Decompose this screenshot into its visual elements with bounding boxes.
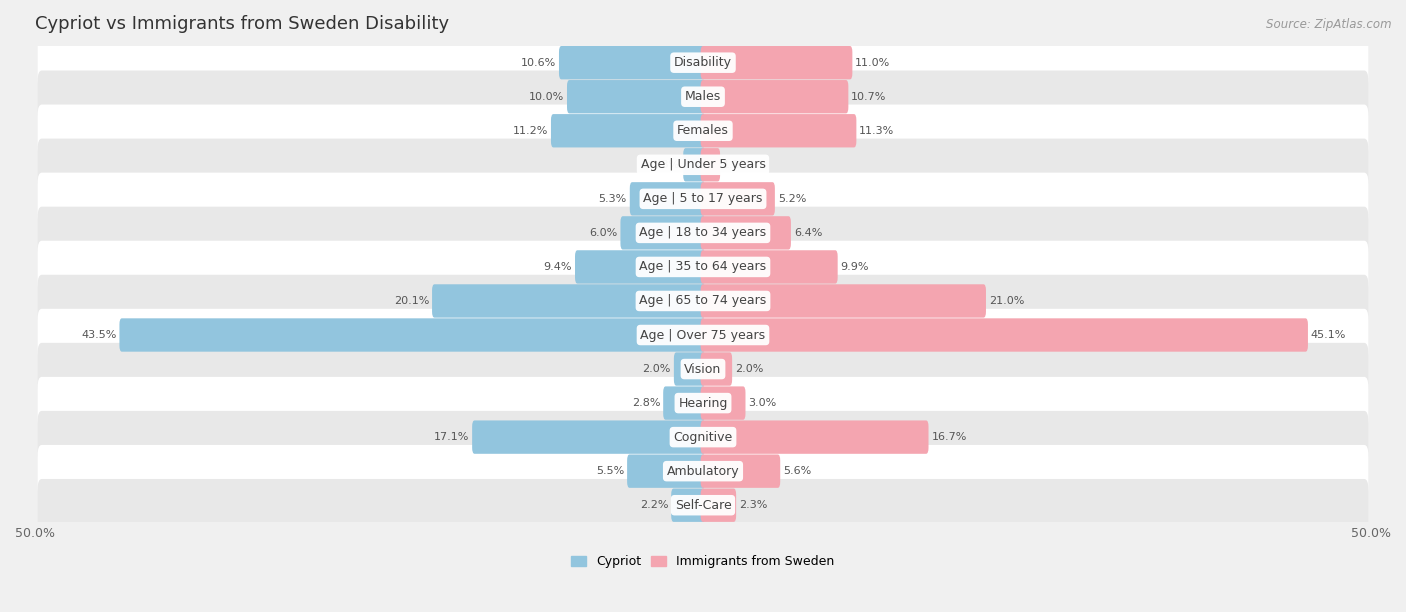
Text: 43.5%: 43.5% [82,330,117,340]
Text: 10.0%: 10.0% [529,92,564,102]
FancyBboxPatch shape [567,80,706,113]
Text: 5.6%: 5.6% [783,466,811,476]
FancyBboxPatch shape [38,479,1368,531]
FancyBboxPatch shape [700,420,928,454]
Text: 16.7%: 16.7% [931,432,967,442]
Text: 10.6%: 10.6% [520,58,555,68]
Text: 6.0%: 6.0% [589,228,617,238]
FancyBboxPatch shape [700,318,1308,352]
Text: Disability: Disability [673,56,733,69]
FancyBboxPatch shape [700,250,838,283]
Text: Age | 35 to 64 years: Age | 35 to 64 years [640,261,766,274]
Text: 5.3%: 5.3% [599,194,627,204]
Text: 20.1%: 20.1% [394,296,429,306]
FancyBboxPatch shape [38,309,1368,361]
Text: 17.1%: 17.1% [434,432,470,442]
Text: Females: Females [678,124,728,137]
Text: Self-Care: Self-Care [675,499,731,512]
Text: 2.2%: 2.2% [640,500,668,510]
Text: 45.1%: 45.1% [1310,330,1347,340]
Text: 2.0%: 2.0% [735,364,763,374]
FancyBboxPatch shape [700,386,745,420]
Text: 2.8%: 2.8% [631,398,661,408]
Text: Hearing: Hearing [678,397,728,409]
FancyBboxPatch shape [38,275,1368,327]
Legend: Cypriot, Immigrants from Sweden: Cypriot, Immigrants from Sweden [567,550,839,573]
FancyBboxPatch shape [38,207,1368,259]
FancyBboxPatch shape [38,173,1368,225]
FancyBboxPatch shape [700,488,737,522]
Text: Cognitive: Cognitive [673,431,733,444]
FancyBboxPatch shape [620,216,706,250]
Text: Ambulatory: Ambulatory [666,465,740,477]
Text: Age | Under 5 years: Age | Under 5 years [641,159,765,171]
FancyBboxPatch shape [432,285,706,318]
Text: 2.3%: 2.3% [740,500,768,510]
FancyBboxPatch shape [38,37,1368,89]
FancyBboxPatch shape [700,353,733,386]
FancyBboxPatch shape [700,148,720,182]
FancyBboxPatch shape [630,182,706,215]
Text: 2.0%: 2.0% [643,364,671,374]
FancyBboxPatch shape [120,318,706,352]
FancyBboxPatch shape [560,46,706,80]
FancyBboxPatch shape [472,420,706,454]
FancyBboxPatch shape [700,182,775,215]
FancyBboxPatch shape [627,455,706,488]
Text: 10.7%: 10.7% [851,92,887,102]
FancyBboxPatch shape [700,114,856,147]
FancyBboxPatch shape [38,445,1368,498]
FancyBboxPatch shape [38,411,1368,463]
Text: 11.3%: 11.3% [859,125,894,136]
FancyBboxPatch shape [700,80,848,113]
Text: 11.0%: 11.0% [855,58,890,68]
Text: 1.1%: 1.1% [723,160,751,170]
FancyBboxPatch shape [671,488,706,522]
Text: Vision: Vision [685,362,721,376]
FancyBboxPatch shape [673,353,706,386]
Text: 9.9%: 9.9% [841,262,869,272]
Text: 5.5%: 5.5% [596,466,624,476]
Text: 11.2%: 11.2% [513,125,548,136]
Text: 1.3%: 1.3% [652,160,681,170]
Text: 21.0%: 21.0% [988,296,1025,306]
Text: 3.0%: 3.0% [748,398,776,408]
Text: Males: Males [685,90,721,103]
FancyBboxPatch shape [664,386,706,420]
FancyBboxPatch shape [38,241,1368,293]
FancyBboxPatch shape [700,455,780,488]
Text: 9.4%: 9.4% [544,262,572,272]
Text: Source: ZipAtlas.com: Source: ZipAtlas.com [1267,18,1392,31]
FancyBboxPatch shape [700,285,986,318]
FancyBboxPatch shape [38,343,1368,395]
FancyBboxPatch shape [683,148,706,182]
Text: Cypriot vs Immigrants from Sweden Disability: Cypriot vs Immigrants from Sweden Disabi… [35,15,449,33]
FancyBboxPatch shape [38,70,1368,123]
FancyBboxPatch shape [551,114,706,147]
FancyBboxPatch shape [700,46,852,80]
Text: Age | 18 to 34 years: Age | 18 to 34 years [640,226,766,239]
FancyBboxPatch shape [38,105,1368,157]
FancyBboxPatch shape [38,377,1368,429]
Text: Age | Over 75 years: Age | Over 75 years [641,329,765,341]
Text: 6.4%: 6.4% [794,228,823,238]
Text: 5.2%: 5.2% [778,194,806,204]
FancyBboxPatch shape [700,216,792,250]
FancyBboxPatch shape [575,250,706,283]
Text: Age | 65 to 74 years: Age | 65 to 74 years [640,294,766,307]
Text: Age | 5 to 17 years: Age | 5 to 17 years [644,192,762,206]
FancyBboxPatch shape [38,138,1368,191]
